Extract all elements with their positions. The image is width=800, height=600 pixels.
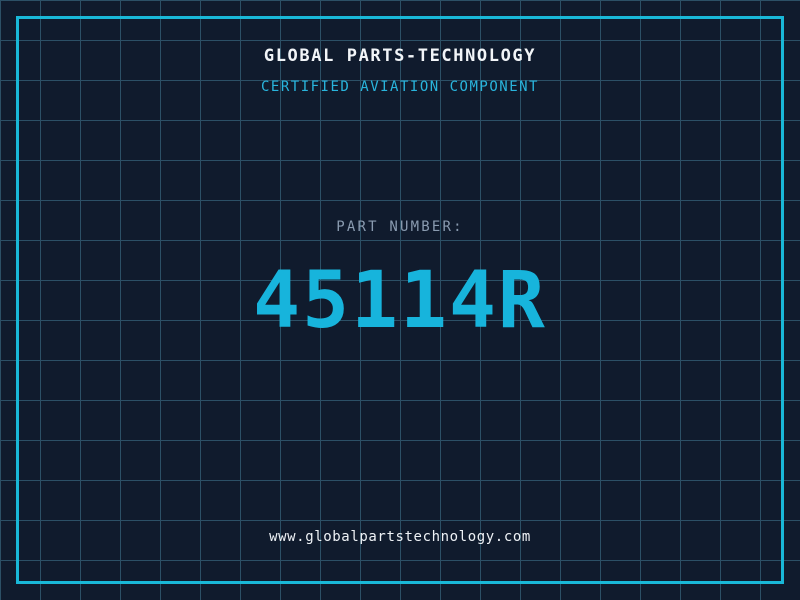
part-number-value: 45114R	[253, 256, 547, 346]
certification-subtitle: CERTIFIED AVIATION COMPONENT	[260, 79, 539, 95]
part-number-label: PART NUMBER:	[336, 219, 464, 235]
company-name: GLOBAL PARTS-TECHNOLOGY	[263, 46, 537, 66]
website-url: www.globalpartstechnology.com	[269, 529, 531, 545]
